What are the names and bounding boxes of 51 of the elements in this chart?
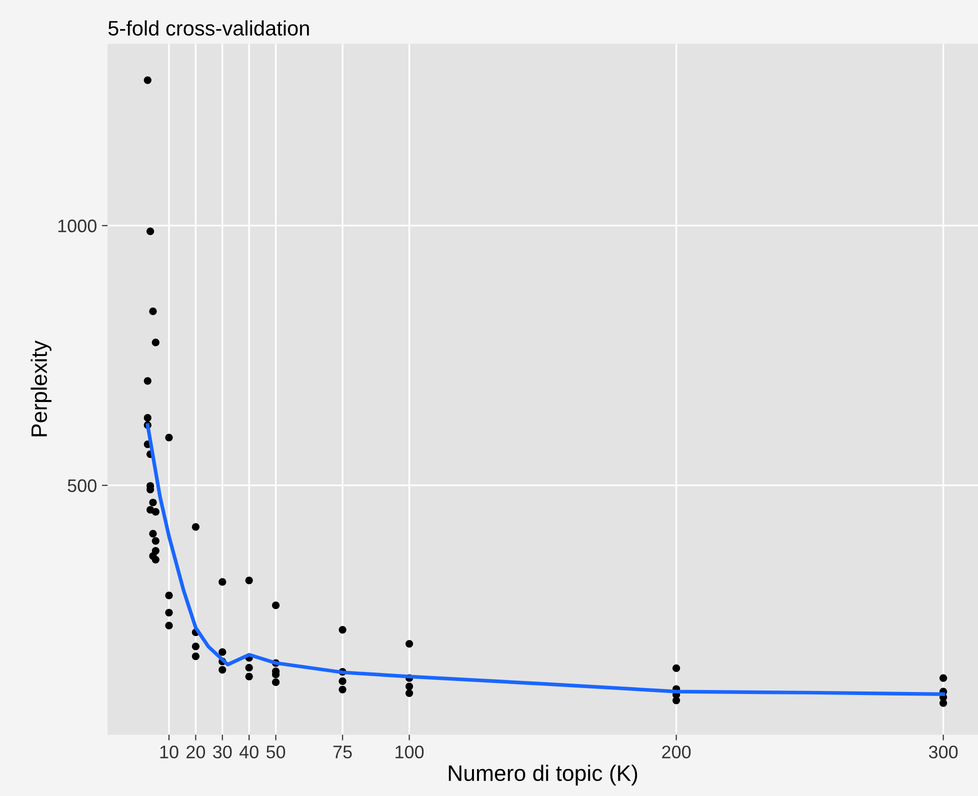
point [338, 626, 346, 634]
point [152, 338, 160, 346]
point [245, 672, 253, 680]
point [405, 640, 414, 648]
x-tick-label: 200 [662, 746, 691, 758]
point [149, 498, 157, 506]
point [165, 434, 173, 442]
y-tick-label: 500 [68, 479, 96, 492]
point [405, 689, 414, 697]
point [218, 648, 226, 656]
x-axis-title: Numero di topic (K) [448, 764, 638, 786]
point [405, 682, 414, 690]
point [218, 578, 226, 586]
point [165, 622, 173, 630]
point [165, 608, 173, 616]
point [272, 602, 280, 610]
point [245, 664, 253, 672]
point [149, 530, 157, 538]
y-tick-label: 1000 [58, 220, 96, 232]
point [152, 556, 160, 564]
y-axis-title: Perplexity [30, 340, 52, 436]
point [939, 674, 948, 682]
point [144, 414, 152, 422]
x-tick-label: 20 [186, 746, 206, 758]
point [144, 76, 152, 84]
point [152, 547, 160, 555]
point [218, 666, 226, 674]
point [149, 308, 157, 316]
point [152, 508, 160, 516]
point [338, 686, 346, 694]
point [672, 696, 680, 704]
point [165, 592, 173, 600]
point [245, 576, 253, 584]
point [152, 537, 160, 545]
chart-title: 5-fold cross-validation [108, 20, 309, 36]
x-tick-label: 75 [333, 746, 352, 758]
x-tick-label: 10 [160, 746, 178, 758]
point [146, 228, 154, 236]
point [672, 664, 680, 672]
x-tick-label: 40 [239, 746, 258, 758]
x-tick-label: 30 [213, 746, 232, 758]
point [192, 652, 200, 660]
x-tick-label: 100 [396, 746, 424, 758]
point [144, 377, 152, 385]
point [192, 642, 200, 650]
point [338, 677, 346, 686]
point [192, 523, 200, 531]
x-tick-label: 300 [928, 746, 958, 758]
point [272, 678, 280, 686]
x-tick-label: 50 [266, 746, 286, 758]
point [939, 699, 948, 707]
